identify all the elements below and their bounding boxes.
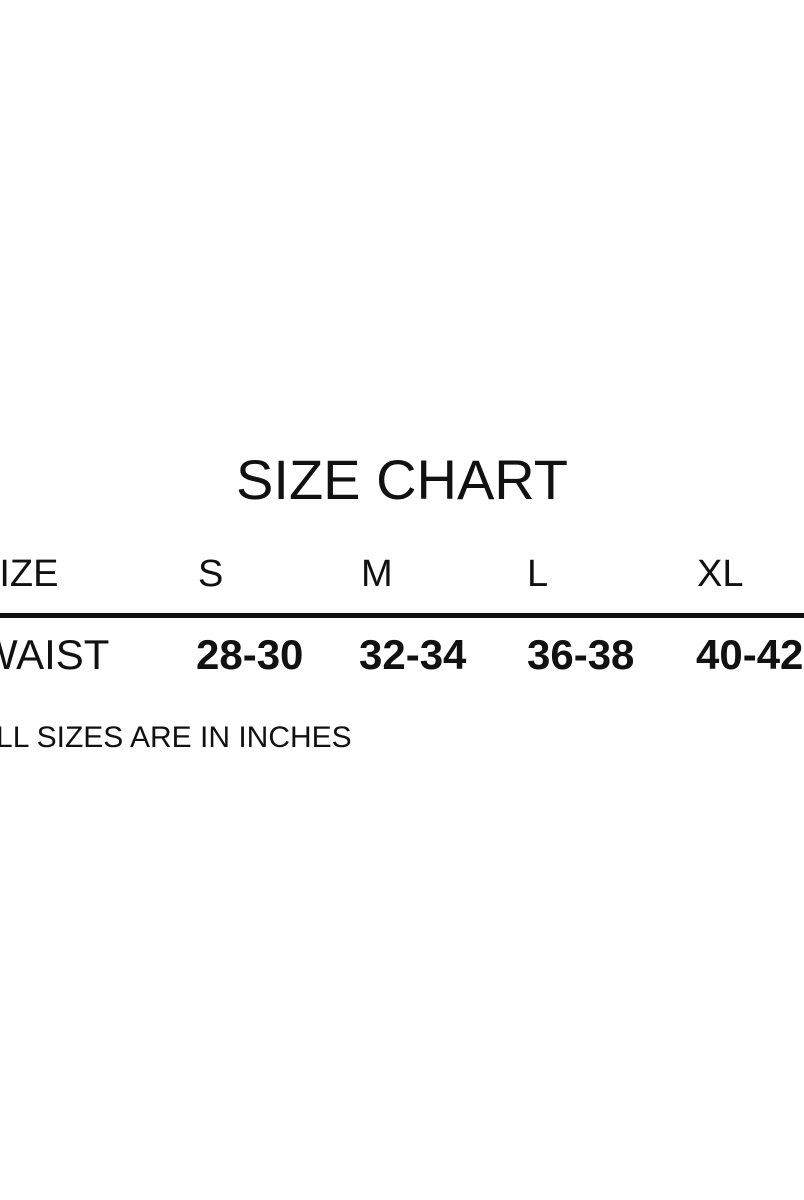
cell: 36-38 (527, 631, 635, 678)
header-cell: XL (697, 553, 744, 595)
title: SIZE CHART (236, 448, 568, 511)
cell: 32-34 (359, 631, 467, 678)
cell: 40-42 (696, 631, 804, 678)
header-cell: M (361, 553, 393, 595)
note: ALL SIZES ARE IN INCHES (0, 721, 352, 754)
header-cell: S (198, 553, 224, 595)
header-cell: L (527, 553, 549, 595)
header-cell: SIZE (0, 553, 59, 595)
cell: 28-30 (196, 631, 304, 678)
row-label: WAIST (0, 631, 110, 678)
divider (0, 613, 804, 618)
